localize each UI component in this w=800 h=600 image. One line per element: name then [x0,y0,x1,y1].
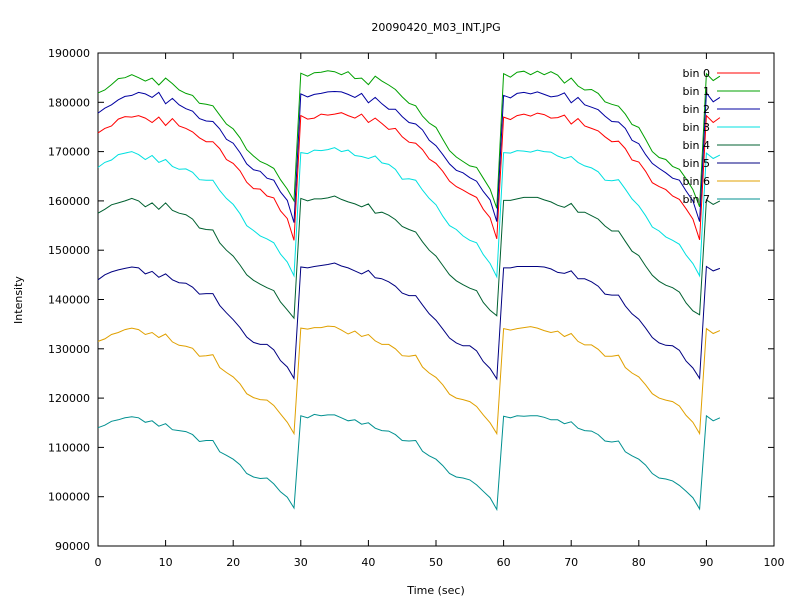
y-tick-label: 120000 [48,392,90,405]
x-tick-label: 10 [159,556,173,569]
y-tick-label: 150000 [48,244,90,257]
series-line-bin-2 [97,90,721,223]
y-tick-label: 90000 [55,540,90,553]
y-tick-label: 130000 [48,343,90,356]
series-line-bin-1 [97,70,721,209]
legend-label-bin-2: bin 2 [682,103,710,116]
legend-label-bin-7: bin 7 [682,193,710,206]
legend-label-bin-4: bin 4 [682,139,710,152]
series-line-bin-5 [97,262,721,381]
legend-label-bin-5: bin 5 [682,157,710,170]
y-tick-label: 190000 [48,47,90,60]
legend-label-bin-6: bin 6 [682,175,710,188]
series-line-bin-6 [97,325,721,436]
x-tick-label: 0 [95,556,102,569]
chart-title: 20090420_M03_INT.JPG [371,21,500,34]
y-axis: 90000 100000 110000 120000 130000 140000 15000… [48,47,774,553]
y-tick-label: 160000 [48,195,90,208]
x-tick-label: 70 [564,556,578,569]
x-tick-label: 40 [361,556,375,569]
series-layer [97,70,721,512]
x-tick-label: 30 [294,556,308,569]
x-tick-label: 80 [632,556,646,569]
series-line-bin-0 [97,112,721,241]
y-axis-label: Intensity [12,276,25,324]
legend-label-bin-3: bin 3 [682,121,710,134]
legend-label-bin-1: bin 1 [682,85,710,98]
x-tick-label: 90 [699,556,713,569]
series-line-bin-4 [97,195,721,320]
y-tick-label: 180000 [48,96,90,109]
series-line-bin-3 [97,147,721,279]
x-axis-label: Time (sec) [406,584,465,597]
y-tick-label: 100000 [48,491,90,504]
x-tick-label: 100 [764,556,785,569]
y-tick-label: 110000 [48,441,90,454]
y-tick-label: 140000 [48,294,90,307]
legend: bin 0 bin 1 bin 2 bin 3 bin 4 bin 5 bin 6 bin 7 [682,67,760,206]
series-line-bin-7 [97,413,721,512]
legend-label-bin-0: bin 0 [682,67,710,80]
x-tick-label: 60 [497,556,511,569]
x-axis: 0 10 20 30 40 50 60 70 80 90 100 [95,53,785,569]
x-tick-label: 50 [429,556,443,569]
y-tick-label: 170000 [48,146,90,159]
x-tick-label: 20 [226,556,240,569]
